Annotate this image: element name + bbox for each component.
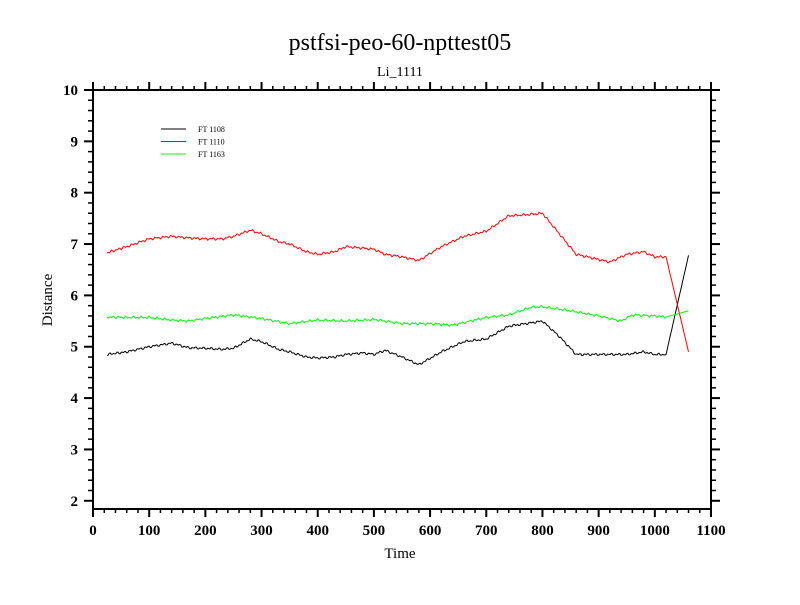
x-tick-label: 500 [363,523,386,539]
y-tick-label: 3 [71,442,79,458]
x-tick-label: 800 [531,523,554,539]
y-tick-label: 2 [71,494,79,510]
x-tick-label: 1100 [696,523,725,539]
plot-frame [92,89,712,510]
y-tick-label: 7 [71,237,79,253]
legend-label: FT 1108 [198,125,225,134]
chart-title: pstfsi-peo-60-npttest05 [289,30,512,56]
legend-label: FT 1110 [198,138,225,147]
series-line-ft-1108 [106,255,689,366]
x-tick-label: 200 [194,523,217,539]
y-tick-label: 6 [71,288,79,304]
y-tick-label: 8 [71,186,79,202]
x-tick-label: 700 [475,523,498,539]
x-tick-label: 0 [89,523,97,539]
x-tick-label: 1000 [640,523,670,539]
x-axis-label: Time [384,546,415,562]
x-tick-label: 900 [587,523,610,539]
x-tick-label: 600 [419,523,442,539]
series-line-ft-1163 [106,304,689,328]
chart-subtitle: Li_1111 [377,65,423,80]
y-tick-label: 5 [71,340,79,356]
x-tick-label: 400 [306,523,329,539]
y-tick-label: 4 [71,391,79,407]
legend-label: FT 1163 [198,150,225,159]
y-tick-label: 9 [71,134,79,150]
y-axis-label: Distance [40,273,56,326]
series-line-ft-1110 [106,211,689,353]
x-tick-label: 300 [250,523,273,539]
x-tick-label: 100 [138,523,161,539]
y-tick-label: 10 [63,83,78,99]
